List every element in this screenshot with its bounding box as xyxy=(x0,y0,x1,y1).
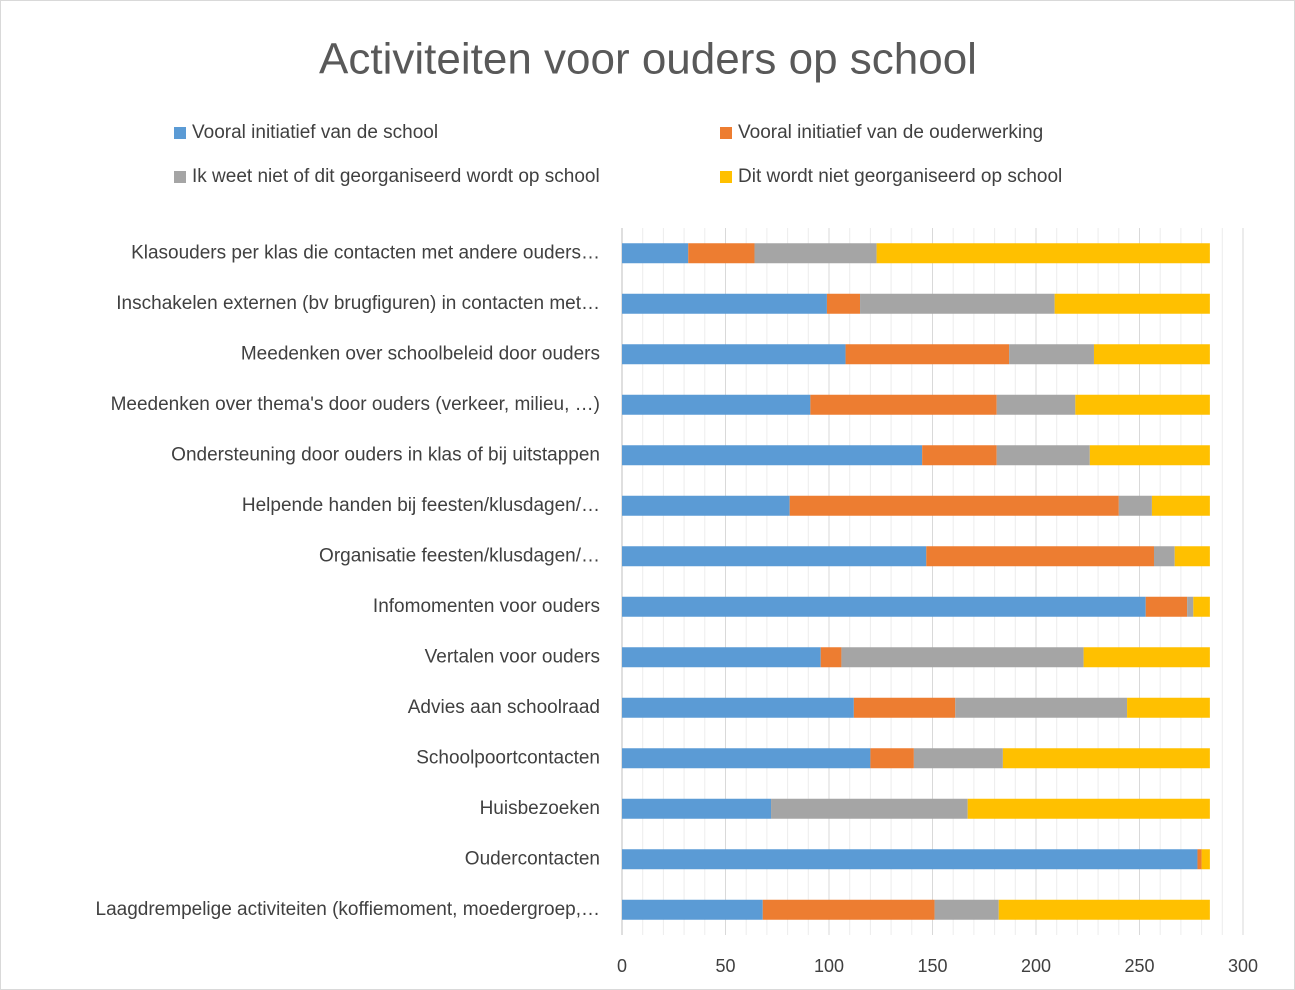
bar-segment xyxy=(622,899,763,920)
bar-segment xyxy=(998,899,1210,920)
bar-segment xyxy=(826,293,861,314)
x-tick-label: 100 xyxy=(814,956,844,976)
bar-segment xyxy=(622,596,1146,617)
y-tick-label: Advies aan schoolraad xyxy=(408,697,600,718)
bar-segment xyxy=(762,899,935,920)
x-tick-label: 250 xyxy=(1124,956,1154,976)
bar-segment xyxy=(1093,344,1210,365)
bar-segment xyxy=(1009,344,1094,365)
bar-segment xyxy=(926,546,1154,567)
y-tick-label: Inschakelen externen (bv brugfiguren) in… xyxy=(116,293,600,314)
bar-segment xyxy=(622,243,689,264)
bar-segment xyxy=(996,445,1090,466)
bar-segment xyxy=(876,243,1210,264)
bar-segment xyxy=(622,495,790,516)
bar-segment xyxy=(754,243,877,264)
bar-segment xyxy=(820,647,842,668)
y-tick-label: Organisatie feesten/klusdagen/… xyxy=(319,545,600,566)
y-tick-label: Infomomenten voor ouders xyxy=(373,596,600,617)
bar-segment xyxy=(622,697,854,718)
y-tick-label: Meedenken over thema's door ouders (verk… xyxy=(111,394,600,415)
y-tick-label: Meedenken over schoolbeleid door ouders xyxy=(241,343,600,364)
legend-swatch xyxy=(720,127,732,139)
bar-segment xyxy=(810,394,997,415)
bar-segment xyxy=(622,849,1198,870)
x-tick-label: 50 xyxy=(715,956,735,976)
bar-segment xyxy=(771,798,968,819)
legend-label: Vooral initiatief van de ouderwerking xyxy=(738,122,1043,143)
x-tick-label: 0 xyxy=(617,956,627,976)
bar-segment xyxy=(622,546,927,567)
bar-segment xyxy=(1075,394,1210,415)
bar-segment xyxy=(1145,596,1188,617)
bar-segment xyxy=(1127,697,1210,718)
y-tick-label: Schoolpoortcontacten xyxy=(416,747,600,768)
bar-segment xyxy=(1002,748,1210,769)
bar-segment xyxy=(1118,495,1152,516)
bar-segment xyxy=(789,495,1119,516)
bar-segment xyxy=(622,394,811,415)
y-tick-label: Klasouders per klas die contacten met an… xyxy=(131,242,600,263)
legend-label: Ik weet niet of dit georganiseerd wordt … xyxy=(192,166,600,187)
bar-segment xyxy=(622,798,772,819)
bar-segment xyxy=(934,899,999,920)
bar-segment xyxy=(845,344,1010,365)
bar-segment xyxy=(841,647,1084,668)
bar-segment xyxy=(1174,546,1210,567)
bar-segment xyxy=(955,697,1128,718)
bar-segment xyxy=(996,394,1076,415)
bar-segment xyxy=(913,748,1003,769)
x-tick-label: 300 xyxy=(1228,956,1258,976)
legend-swatch xyxy=(720,171,732,183)
bar-segment xyxy=(688,243,755,264)
bar-segment xyxy=(1197,849,1202,870)
bar-segment xyxy=(870,748,914,769)
bar-segment xyxy=(967,798,1210,819)
bar-segment xyxy=(1153,546,1175,567)
bar-segment xyxy=(860,293,1055,314)
legend-label: Vooral initiatief van de school xyxy=(192,122,438,143)
legend-swatch xyxy=(174,171,186,183)
bar-segment xyxy=(1193,596,1210,617)
bar-segment xyxy=(622,445,923,466)
bar-segment xyxy=(853,697,956,718)
x-tick-label: 200 xyxy=(1021,956,1051,976)
y-tick-label: Oudercontacten xyxy=(465,848,600,869)
y-tick-label: Helpende handen bij feesten/klusdagen/… xyxy=(242,495,600,516)
legend-label: Dit wordt niet georganiseerd op school xyxy=(738,166,1062,187)
bar-segment xyxy=(622,748,871,769)
bar-segment xyxy=(1151,495,1210,516)
bar-segment xyxy=(622,344,846,365)
y-tick-label: Huisbezoeken xyxy=(480,798,600,819)
x-tick-label: 150 xyxy=(917,956,947,976)
bar-segment xyxy=(922,445,997,466)
chart-title: Activiteiten voor ouders op school xyxy=(319,35,977,84)
bar-segment xyxy=(1187,596,1194,617)
bar-segment xyxy=(1201,849,1210,870)
legend-swatch xyxy=(174,127,186,139)
bar-segment xyxy=(1083,647,1210,668)
bar-segment xyxy=(1054,293,1210,314)
y-tick-label: Vertalen voor ouders xyxy=(425,646,600,667)
bar-segment xyxy=(622,647,821,668)
y-tick-label: Ondersteuning door ouders in klas of bij… xyxy=(171,444,600,465)
y-tick-label: Laagdrempelige activiteiten (koffiemomen… xyxy=(96,899,600,920)
bar-segment xyxy=(1089,445,1210,466)
bar-segment xyxy=(622,293,827,314)
